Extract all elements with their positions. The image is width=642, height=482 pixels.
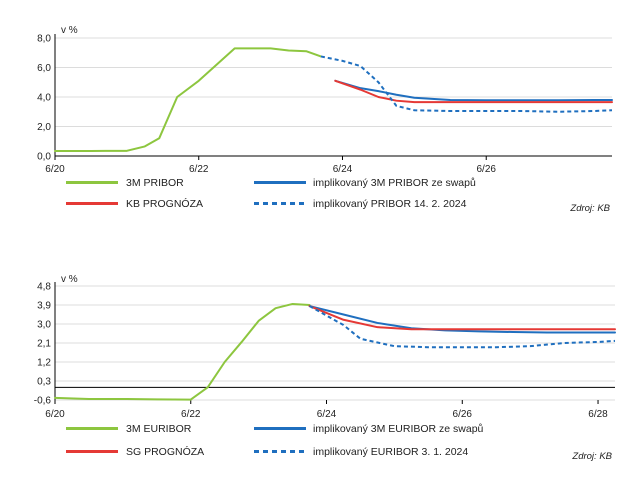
x-tick-label: 6/26 [476, 164, 496, 175]
series-line-3 [334, 79, 613, 104]
x-tick-label: 6/20 [45, 409, 65, 420]
y-tick-label: 2,0 [37, 122, 51, 133]
y-tick-label: 8,0 [37, 34, 51, 45]
source-label: Zdroj: KB [571, 451, 612, 462]
y-tick-label: -0,6 [34, 396, 52, 407]
legend-label: 3M PRIBOR [126, 177, 184, 189]
y-tick-label: 4,0 [37, 93, 51, 104]
y-tick-label: 4,8 [37, 282, 51, 293]
x-tick-label: 6/24 [333, 164, 353, 175]
series-line-1 [54, 302, 311, 401]
x-tick-label: 6/22 [181, 409, 201, 420]
series-line-3 [308, 305, 616, 331]
legend-label: implikovaný EURIBOR 3. 1. 2024 [313, 446, 468, 458]
legend-label: implikovaný 3M PRIBOR ze swapů [313, 177, 476, 189]
legend: 3M PRIBOR implikovaný 3M PRIBOR ze swapů K… [66, 177, 476, 210]
y-tick-label: 0,0 [37, 152, 51, 163]
x-tick-label: 6/26 [453, 409, 473, 420]
y-tick-label: 3,9 [37, 301, 51, 312]
y-axis-label: v % [61, 25, 78, 36]
series-line-4 [309, 305, 616, 349]
legend-label: SG PROGNÓZA [126, 445, 204, 458]
x-tick-label: 6/22 [189, 164, 209, 175]
series-line-4 [320, 55, 613, 113]
x-tick-label: 6/20 [45, 164, 65, 175]
series-line-2 [334, 79, 613, 102]
x-tick-label: 6/24 [317, 409, 337, 420]
legend-label: 3M EURIBOR [126, 423, 192, 435]
legend-label: implikovaný 3M EURIBOR ze swapů [313, 423, 484, 435]
y-tick-label: 6,0 [37, 63, 51, 74]
y-axis-label: v % [61, 274, 78, 285]
y-tick-label: 3,0 [37, 320, 51, 331]
y-tick-label: 0,3 [37, 377, 51, 388]
legend-label: implikovaný PRIBOR 14. 2. 2024 [313, 198, 467, 210]
series-line-1 [54, 47, 322, 152]
y-tick-label: 2,1 [37, 339, 51, 350]
legend-label: KB PROGNÓZA [126, 197, 203, 210]
legend: 3M EURIBOR implikovaný 3M EURIBOR ze swap… [66, 423, 484, 458]
series-line-2 [308, 305, 616, 334]
y-tick-label: 1,2 [37, 358, 51, 369]
x-tick-label: 6/28 [588, 409, 608, 420]
source-label: Zdroj: KB [569, 203, 610, 214]
chart-2: -0,6 0,3 1,2 2,1 3,0 3,9 4,8 v % 6/20 6/22 6/24 6/2… [34, 274, 616, 462]
